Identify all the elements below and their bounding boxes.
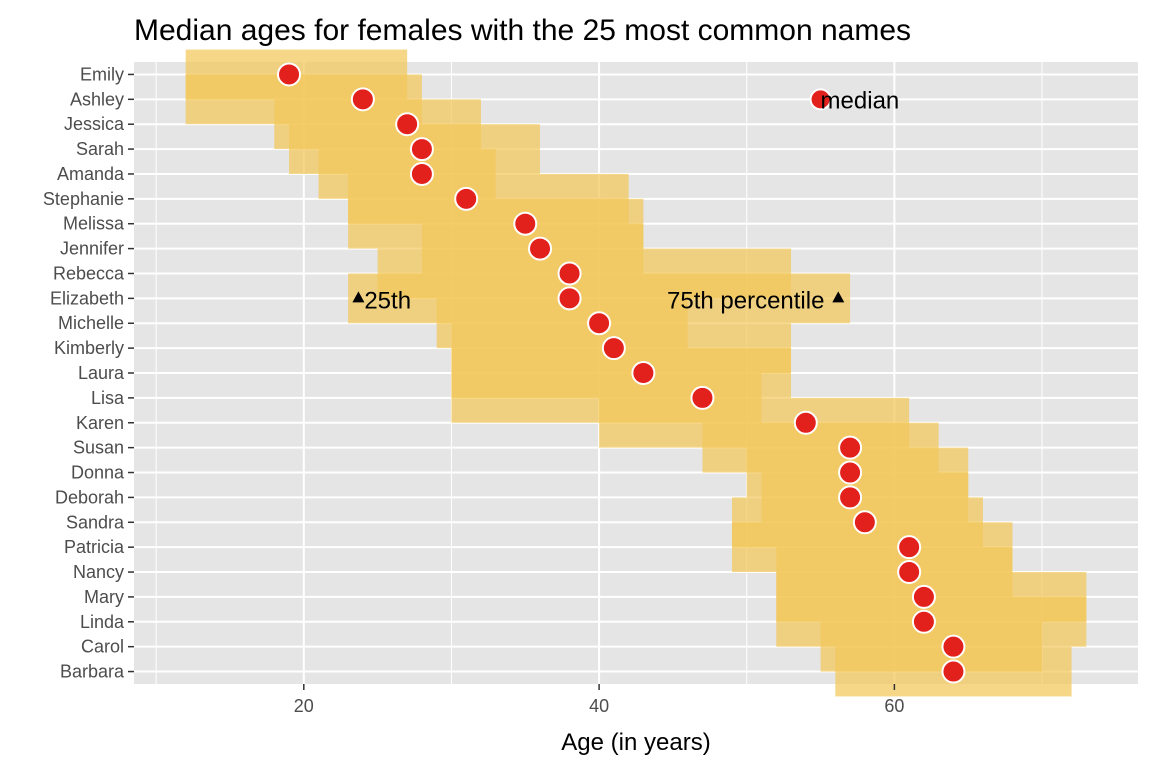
y-tick-label: Sarah — [76, 139, 124, 159]
p25-annotation-label: 25th — [364, 287, 411, 314]
y-tick-label: Susan — [73, 438, 124, 458]
median-point — [631, 361, 656, 385]
y-tick-label: Linda — [80, 612, 125, 632]
median-point — [557, 286, 582, 311]
p25-arrow-icon — [352, 291, 365, 303]
median-point — [941, 634, 966, 659]
median-point — [941, 659, 966, 684]
y-tick-label: Stephanie — [43, 189, 124, 209]
chart-title: Median ages for females with the 25 most… — [134, 14, 911, 47]
y-tick-label: Karen — [76, 413, 124, 433]
x-tick-label: 20 — [294, 696, 314, 716]
y-tick-label: Ashley — [70, 89, 124, 109]
median-annotation-label: median — [821, 87, 900, 114]
y-tick-label: Sandra — [66, 512, 125, 532]
median-point — [897, 535, 922, 560]
median-point — [690, 385, 715, 410]
median-point — [793, 410, 818, 435]
y-tick-label: Patricia — [64, 537, 125, 557]
median-point — [838, 485, 863, 510]
median-point — [454, 186, 479, 211]
x-tick-label: 40 — [589, 696, 609, 716]
median-point-layer — [277, 62, 966, 684]
median-point — [513, 211, 538, 236]
median-point — [852, 510, 877, 535]
y-tick-label: Carol — [81, 637, 124, 657]
y-tick-label: Donna — [71, 463, 125, 483]
y-axis: Emily Ashley Jessica Sarah Amanda Stephanie Me… — [43, 64, 134, 682]
median-point — [395, 112, 420, 137]
y-tick-label: Michelle — [58, 313, 124, 333]
median-point — [409, 137, 434, 162]
median-point — [277, 62, 302, 87]
y-tick-label: Kimberly — [54, 338, 124, 358]
median-point — [557, 261, 582, 286]
y-tick-label: Emily — [80, 64, 124, 84]
median-point — [601, 336, 626, 361]
y-tick-label: Lisa — [91, 388, 125, 408]
y-tick-label: Deborah — [55, 487, 124, 507]
y-tick-label: Nancy — [73, 562, 124, 582]
median-point — [838, 460, 863, 485]
y-tick-label: Jessica — [64, 114, 125, 134]
annotation-layer: median 25th 75th percentile — [352, 87, 899, 314]
p75-annotation-label: 75th percentile — [667, 287, 824, 314]
x-axis: 20 40 60 — [294, 684, 904, 716]
p75-arrow-icon — [832, 291, 845, 303]
median-point — [350, 87, 375, 112]
x-axis-title: Age (in years) — [561, 729, 710, 756]
median-point — [587, 311, 612, 336]
x-tick-label: 60 — [884, 696, 904, 716]
y-tick-label: Rebecca — [53, 263, 125, 283]
median-point — [897, 560, 922, 585]
median-point — [838, 435, 863, 460]
y-tick-label: Mary — [84, 587, 124, 607]
median-annotation-point — [809, 88, 832, 111]
median-point — [528, 236, 553, 261]
y-tick-label: Jennifer — [60, 239, 124, 259]
y-tick-label: Melissa — [63, 214, 125, 234]
median-point — [911, 584, 936, 609]
y-tick-label: Barbara — [60, 662, 125, 682]
y-tick-label: Elizabeth — [50, 288, 124, 308]
y-tick-label: Laura — [78, 363, 125, 383]
median-point — [911, 609, 936, 634]
median-point — [409, 161, 434, 186]
y-tick-label: Amanda — [57, 164, 125, 184]
